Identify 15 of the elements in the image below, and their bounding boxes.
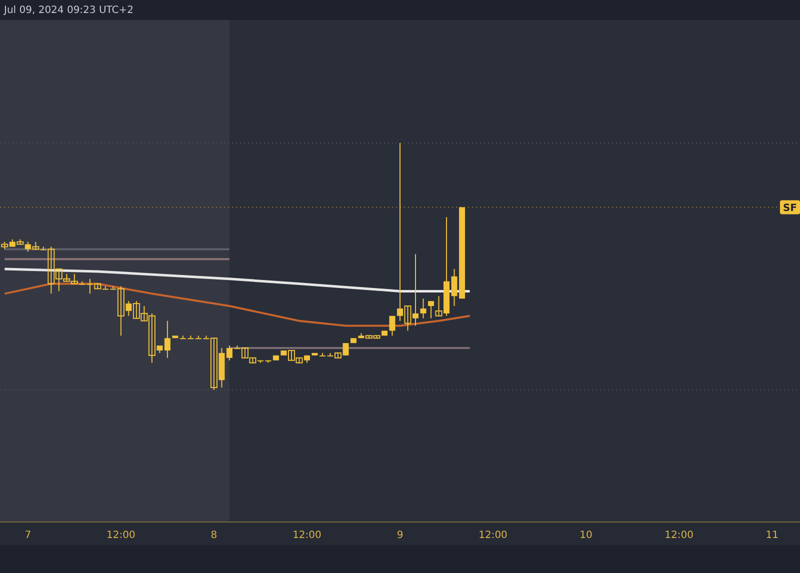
candlestick: [164, 320, 170, 358]
x-tick-label: 12:00: [292, 530, 322, 541]
x-tick-label: 11: [766, 530, 778, 541]
x-tick-label: 10: [580, 530, 592, 541]
x-tick-label: 12:00: [664, 530, 694, 541]
x-tick-label: 12:00: [478, 530, 508, 541]
x-tick-label: 8: [210, 530, 218, 541]
candlestick: [420, 298, 426, 319]
x-tick-label: 7: [24, 530, 32, 541]
x-tick-label: 9: [396, 530, 404, 541]
candlestick: [389, 315, 396, 336]
ref-line-label: SF: [782, 203, 797, 214]
text: Jul 09, 2024 09:23 UTC+2: [3, 5, 134, 16]
x-tick-label: 12:00: [106, 530, 136, 541]
candlestick: [428, 300, 434, 319]
